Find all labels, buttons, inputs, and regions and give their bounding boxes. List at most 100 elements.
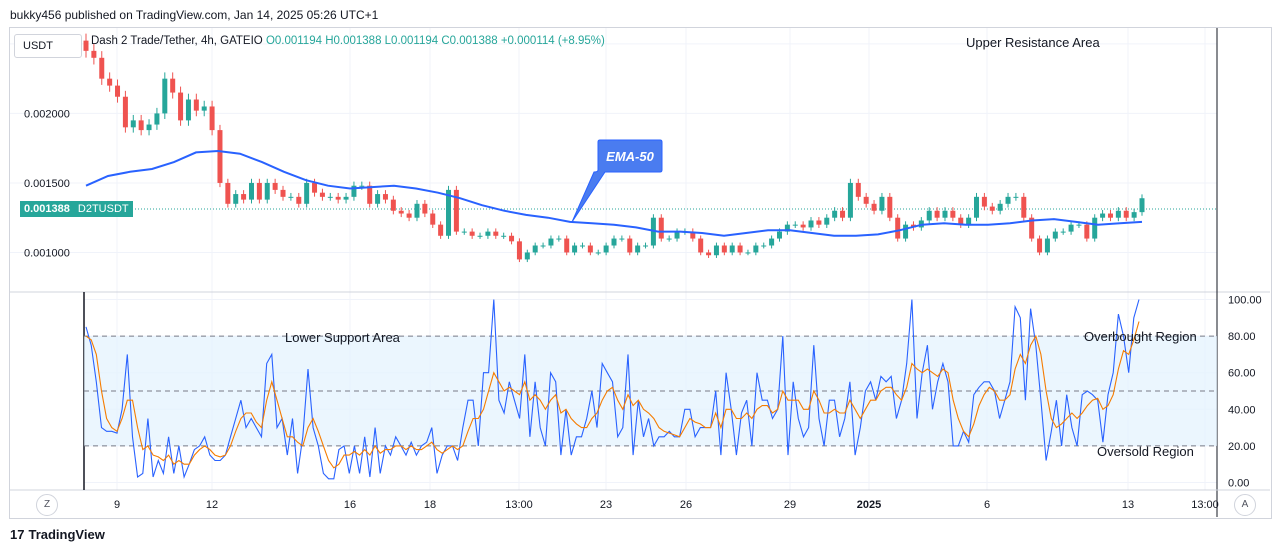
- candle-body: [1092, 217, 1098, 239]
- candle-body: [761, 245, 767, 247]
- candle-body: [312, 182, 318, 193]
- ema-callout-bubble: [571, 139, 663, 223]
- tradingview-logo-icon: 17: [10, 527, 25, 542]
- candle-body: [769, 238, 775, 246]
- candle-body: [832, 210, 838, 218]
- candle-body: [193, 99, 199, 111]
- candle-body: [446, 189, 452, 236]
- candle-body: [1123, 210, 1129, 218]
- time-tick-label: 13:00: [505, 499, 533, 511]
- candle-body: [1100, 213, 1106, 218]
- candle-body: [1139, 198, 1145, 213]
- upper-resistance-label: Upper Resistance Area: [966, 35, 1100, 50]
- candle-body: [162, 78, 168, 114]
- stoch-tick-label: 20.00: [1228, 441, 1256, 453]
- stoch-axis-labels: 100.00 80.00 60.00 40.00 20.00 0.00: [1228, 294, 1262, 489]
- candle-body: [556, 238, 562, 240]
- candle-body: [863, 196, 869, 204]
- candle-body: [871, 203, 877, 211]
- price-tick-label: 0.001500: [24, 178, 70, 190]
- candle-body: [666, 238, 672, 240]
- time-tick-label: 18: [424, 499, 436, 511]
- candle-body: [422, 203, 428, 214]
- time-tick-label: 9: [114, 499, 120, 511]
- candle-body: [1076, 224, 1082, 226]
- ema-50-line: [85, 149, 1143, 237]
- candle-body: [745, 252, 751, 254]
- candle-body: [564, 238, 570, 253]
- candle-body: [958, 217, 964, 225]
- candle-body: [99, 57, 105, 79]
- candle-body: [729, 245, 735, 253]
- time-axis-labels: 9 12 16 18 13:00 23 26 29 2025 6 13 13:00: [114, 499, 1219, 511]
- candle-body: [855, 182, 861, 197]
- candle-body: [217, 130, 223, 183]
- currency-selector[interactable]: USDT: [14, 34, 82, 58]
- candle-body: [351, 185, 357, 197]
- candle-body: [375, 194, 381, 204]
- time-tick-label: 6: [984, 499, 990, 511]
- zoom-button[interactable]: Z: [36, 494, 58, 516]
- candle-body: [154, 113, 160, 125]
- candle-body: [879, 196, 885, 211]
- candle-body: [1037, 238, 1043, 253]
- candle-body: [185, 99, 191, 121]
- candle-body: [721, 245, 727, 253]
- candle-body: [367, 185, 373, 204]
- time-tick-label: 13:00: [1191, 499, 1219, 511]
- candle-body: [808, 220, 814, 228]
- candle-body: [146, 124, 152, 131]
- candle-body: [288, 196, 294, 198]
- ema-layer: [85, 149, 1143, 237]
- candle-body: [501, 235, 507, 237]
- candle-body: [1044, 238, 1050, 253]
- candle-body: [264, 182, 270, 200]
- candle-body: [989, 206, 995, 211]
- candle-body: [304, 182, 310, 204]
- chart-frame: [9, 27, 1272, 519]
- time-tick-label: 13: [1122, 499, 1134, 511]
- candle-body: [658, 217, 664, 239]
- candle-body: [1115, 210, 1121, 218]
- candle-body: [1131, 212, 1137, 218]
- candle-body: [540, 245, 546, 247]
- time-tick-label: 12: [206, 499, 218, 511]
- auto-scale-button[interactable]: A: [1234, 494, 1256, 516]
- candle-body: [170, 78, 176, 93]
- candle-body: [934, 210, 940, 218]
- candle-body: [524, 252, 530, 260]
- candle-body: [1013, 196, 1019, 198]
- time-tick-label: 29: [784, 499, 796, 511]
- candle-body: [579, 245, 585, 247]
- ema-callout: EMA-50: [571, 139, 663, 223]
- candle-body: [643, 245, 649, 247]
- candle-body: [981, 196, 987, 207]
- candle-body: [241, 194, 247, 200]
- candle-body: [343, 196, 349, 200]
- candle-body: [509, 235, 515, 242]
- candle-body: [209, 106, 215, 131]
- candle-body: [800, 224, 806, 228]
- stoch-d-line: [85, 321, 1140, 469]
- last-price-value: 0.001388: [24, 203, 70, 215]
- oversold-label: Oversold Region: [1097, 444, 1194, 459]
- stoch-tick-label: 100.00: [1228, 294, 1262, 306]
- candle-body: [485, 231, 491, 236]
- last-price-tag: 0.001388 D2TUSDT: [20, 201, 133, 217]
- candle-body: [178, 92, 184, 121]
- ohlc-values: O0.001194 H0.001388 L0.001194 C0.001388 …: [265, 35, 605, 47]
- candle-body: [572, 245, 578, 253]
- candle-body: [1084, 224, 1090, 239]
- candle-body: [776, 231, 782, 239]
- candle-body: [966, 217, 972, 225]
- candle-body: [926, 210, 932, 221]
- footer-brand: 17 TradingView: [10, 527, 105, 542]
- candle-body: [327, 196, 333, 198]
- candle-body: [847, 182, 853, 218]
- candle-body: [792, 224, 798, 226]
- candle-body: [225, 182, 231, 204]
- candle-body: [461, 231, 467, 233]
- candle-body: [824, 217, 830, 225]
- candle-body: [1021, 196, 1027, 218]
